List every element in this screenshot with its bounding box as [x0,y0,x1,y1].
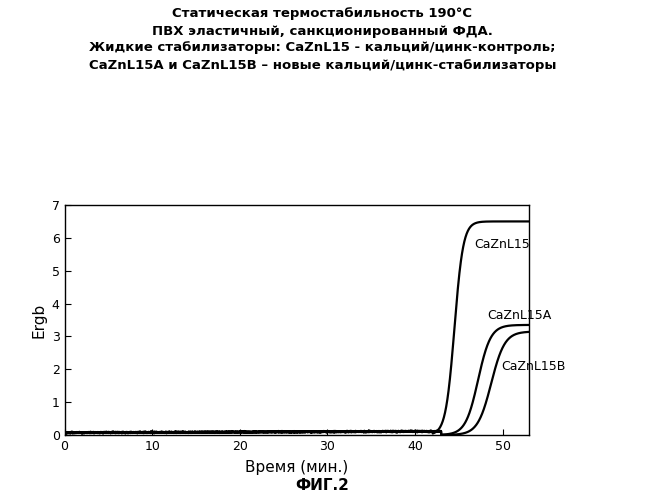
Y-axis label: Ergb: Ergb [31,302,46,338]
Text: CaZnL15B: CaZnL15B [501,360,565,372]
X-axis label: Время (мин.): Время (мин.) [245,460,348,475]
Text: ФИГ.2: ФИГ.2 [295,478,350,492]
Text: CaZnL15A: CaZnL15A [487,308,551,322]
Text: CaZnL15: CaZnL15 [475,238,530,251]
Text: Статическая термостабильность 190°С
ПВХ эластичный, санкционированный ФДА.
Жидки: Статическая термостабильность 190°С ПВХ … [89,8,556,72]
